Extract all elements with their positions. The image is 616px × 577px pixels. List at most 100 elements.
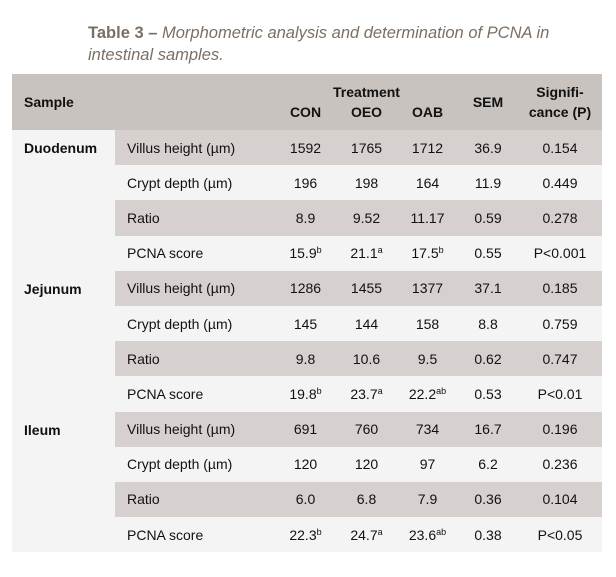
oab-cell: 23.6ab [397, 527, 458, 543]
treatment-values: 8.9 9.52 11.17 [275, 200, 458, 236]
treatment-values: 9.8 10.6 9.5 [275, 341, 458, 377]
con-cell: 1286 [275, 280, 336, 296]
con-cell: 19.8b [275, 386, 336, 402]
header-significance-line1: Signifi- [536, 84, 584, 100]
parameter-cell: Crypt depth (µm) [115, 305, 275, 342]
oeo-value: 120 [354, 456, 379, 473]
oeo-cell: 1455 [336, 280, 397, 296]
parameter-cell: PCNA score [115, 235, 275, 271]
caption-label: Table 3 – [88, 24, 158, 42]
con-value: 1592 [289, 139, 322, 156]
sem-cell: 37.1 [458, 270, 518, 306]
caption-text: Morphometric analysis and determination … [88, 24, 550, 64]
sem-cell: 0.38 [458, 517, 518, 553]
parameter-cell: Ratio [115, 200, 275, 236]
oab-superscript: ab [436, 385, 447, 396]
header-row: Sample Treatment CON OEO OAB SEM Signifi… [12, 74, 602, 130]
oeo-value: 198 [354, 174, 379, 191]
significance-cell: 0.196 [518, 411, 602, 447]
oeo-value: 6.8 [356, 491, 377, 508]
con-cell: 145 [275, 316, 336, 332]
oeo-cell: 120 [336, 456, 397, 472]
oab-cell: 158 [397, 316, 458, 332]
significance-cell: P<0.01 [518, 376, 602, 412]
table-caption: Table 3 – Morphometric analysis and dete… [88, 22, 598, 66]
header-treatment-title: Treatment [333, 84, 400, 100]
table-row: PCNA score 15.9b 21.1a 17.5b 0.55 P<0.001 [12, 235, 602, 271]
sem-cell: 36.9 [458, 130, 518, 166]
header-significance: Signifi- cance (P) [518, 74, 602, 130]
oeo-cell: 24.7a [336, 527, 397, 543]
con-cell: 9.8 [275, 351, 336, 367]
oab-value: 22.2 [408, 385, 437, 402]
table-row: Ratio 8.9 9.52 11.17 0.59 0.278 [12, 200, 602, 236]
significance-cell: 0.747 [518, 341, 602, 377]
treatment-values: 19.8b 23.7a 22.2ab [275, 376, 458, 412]
oeo-superscript: a [377, 526, 383, 537]
parameter-cell: Ratio [115, 481, 275, 518]
con-value: 22.3 [289, 526, 317, 543]
section-name: Jejunum [12, 270, 115, 412]
parameter-cell: Crypt depth (µm) [115, 165, 275, 201]
oab-value: 158 [415, 315, 440, 332]
oeo-cell: 144 [336, 316, 397, 332]
oab-cell: 9.5 [397, 351, 458, 367]
sem-cell: 0.53 [458, 376, 518, 412]
table-row: Ratio 9.8 10.6 9.5 0.62 0.747 [12, 341, 602, 377]
header-significance-line2: cance (P) [528, 104, 592, 120]
oeo-cell: 198 [336, 175, 397, 191]
significance-cell: P<0.001 [518, 235, 602, 271]
table-row: Jejunum Villus height (µm) 1286 1455 1377 37.… [12, 270, 602, 412]
oeo-value: 24.7 [350, 526, 378, 543]
con-cell: 196 [275, 175, 336, 191]
oeo-cell: 6.8 [336, 491, 397, 507]
con-value: 19.8 [289, 385, 317, 402]
con-superscript: b [316, 245, 322, 256]
significance-cell: 0.154 [518, 130, 602, 166]
sem-cell: 0.55 [458, 235, 518, 271]
header-oab: OAB [411, 104, 444, 120]
table-row: Crypt depth (µm) 145 144 158 8.8 0.759 [12, 305, 602, 342]
con-cell: 120 [275, 456, 336, 472]
oeo-value: 144 [354, 315, 379, 332]
parameter-cell: Villus height (µm) [115, 270, 275, 306]
parameter-cell: PCNA score [115, 376, 275, 412]
significance-cell: 0.449 [518, 165, 602, 201]
header-sem: SEM [472, 94, 504, 110]
table-row: Duodenum Villus height (µm) 1592 1765 1712 36… [12, 130, 602, 271]
oeo-cell: 760 [336, 421, 397, 437]
header-parameter [115, 74, 275, 130]
oab-value: 7.9 [417, 491, 438, 508]
oab-cell: 7.9 [397, 491, 458, 507]
oeo-value: 1455 [350, 280, 383, 297]
sem-cell: 6.2 [458, 446, 518, 482]
oab-value: 97 [419, 456, 436, 473]
oab-superscript: b [438, 245, 444, 256]
oeo-superscript: a [377, 245, 383, 256]
oeo-cell: 1765 [336, 140, 397, 156]
con-cell: 691 [275, 421, 336, 437]
treatment-values: 6.0 6.8 7.9 [275, 481, 458, 518]
treatment-values: 120 120 97 [275, 446, 458, 482]
oab-value: 164 [415, 174, 440, 191]
con-superscript: b [316, 385, 322, 396]
significance-cell: 0.759 [518, 305, 602, 342]
oab-cell: 1377 [397, 280, 458, 296]
parameter-cell: Crypt depth (µm) [115, 446, 275, 482]
con-cell: 8.9 [275, 210, 336, 226]
oab-value: 9.5 [417, 350, 438, 367]
oeo-cell: 21.1a [336, 245, 397, 261]
oab-cell: 734 [397, 421, 458, 437]
header-oeo: OEO [350, 104, 383, 120]
oab-cell: 164 [397, 175, 458, 191]
con-cell: 15.9b [275, 245, 336, 261]
parameter-cell: Ratio [115, 341, 275, 377]
treatment-values: 22.3b 24.7a 23.6ab [275, 517, 458, 553]
con-superscript: b [316, 526, 322, 537]
significance-cell: P<0.05 [518, 517, 602, 553]
sem-cell: 16.7 [458, 411, 518, 447]
table-row: PCNA score 19.8b 23.7a 22.2ab 0.53 P<0.01 [12, 376, 602, 412]
table-row: Ileum Villus height (µm) 691 760 734 16.7 0.19… [12, 411, 602, 553]
con-value: 8.9 [295, 209, 316, 226]
sem-cell: 8.8 [458, 305, 518, 342]
